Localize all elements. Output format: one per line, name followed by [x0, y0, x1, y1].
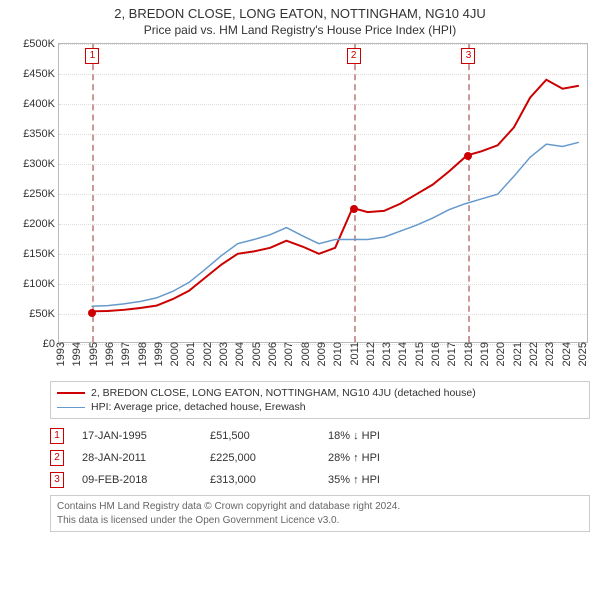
x-tick-label: 2009 — [312, 342, 328, 366]
legend-swatch — [57, 407, 85, 408]
x-tick-label: 2007 — [279, 342, 295, 366]
legend-label: HPI: Average price, detached house, Erew… — [91, 401, 306, 413]
x-tick-label: 2019 — [475, 342, 491, 366]
legend-item-price-paid: 2, BREDON CLOSE, LONG EATON, NOTTINGHAM,… — [57, 386, 583, 400]
series-hpi — [91, 142, 578, 306]
sale-row-diff: 18% ↓ HPI — [328, 430, 448, 442]
x-tick-label: 2005 — [247, 342, 263, 366]
sale-row-price: £225,000 — [210, 452, 310, 464]
y-tick-label: £200K — [23, 218, 59, 230]
chart-area: £0£50K£100K£150K£200K£250K£300K£350K£400… — [8, 43, 592, 343]
x-tick-label: 2021 — [508, 342, 524, 366]
sale-row-date: 28-JAN-2011 — [82, 452, 192, 464]
x-tick-label: 2000 — [165, 342, 181, 366]
footer-line: This data is licensed under the Open Gov… — [57, 514, 583, 528]
x-tick-label: 2015 — [410, 342, 426, 366]
x-tick-label: 2010 — [328, 342, 344, 366]
y-tick-label: £500K — [23, 38, 59, 50]
sale-row-price: £51,500 — [210, 430, 310, 442]
sale-row-badge: 3 — [50, 472, 64, 488]
sales-row: 3 09-FEB-2018 £313,000 35% ↑ HPI — [50, 469, 590, 491]
x-tick-label: 1997 — [116, 342, 132, 366]
y-tick-label: £300K — [23, 158, 59, 170]
chart-title: 2, BREDON CLOSE, LONG EATON, NOTTINGHAM,… — [0, 6, 600, 21]
x-tick-label: 2006 — [263, 342, 279, 366]
x-tick-label: 2017 — [442, 342, 458, 366]
x-tick-label: 2013 — [377, 342, 393, 366]
sale-row-badge: 1 — [50, 428, 64, 444]
sales-row: 1 17-JAN-1995 £51,500 18% ↓ HPI — [50, 425, 590, 447]
legend-swatch — [57, 392, 85, 394]
y-tick-label: £250K — [23, 188, 59, 200]
x-tick-label: 2016 — [426, 342, 442, 366]
x-tick-label: 2011 — [345, 342, 361, 366]
x-tick-label: 2003 — [214, 342, 230, 366]
x-tick-label: 2025 — [573, 342, 589, 366]
sale-row-diff: 28% ↑ HPI — [328, 452, 448, 464]
x-tick-label: 2012 — [361, 342, 377, 366]
y-tick-label: £100K — [23, 278, 59, 290]
x-tick-label: 2023 — [540, 342, 556, 366]
sale-row-badge: 2 — [50, 450, 64, 466]
x-tick-label: 2002 — [198, 342, 214, 366]
y-tick-label: £400K — [23, 98, 59, 110]
sale-row-price: £313,000 — [210, 474, 310, 486]
y-tick-label: £450K — [23, 68, 59, 80]
x-tick-label: 2001 — [181, 342, 197, 366]
sales-table: 1 17-JAN-1995 £51,500 18% ↓ HPI 2 28-JAN-2011… — [50, 425, 590, 491]
sales-row: 2 28-JAN-2011 £225,000 28% ↑ HPI — [50, 447, 590, 469]
legend: 2, BREDON CLOSE, LONG EATON, NOTTINGHAM,… — [50, 381, 590, 419]
x-tick-label: 1999 — [149, 342, 165, 366]
x-tick-label: 2022 — [524, 342, 540, 366]
series-price_paid — [92, 80, 579, 312]
legend-label: 2, BREDON CLOSE, LONG EATON, NOTTINGHAM,… — [91, 387, 476, 399]
footer-attribution: Contains HM Land Registry data © Crown c… — [50, 495, 590, 532]
line-layer — [59, 44, 587, 342]
y-tick-label: £150K — [23, 248, 59, 260]
x-tick-label: 2004 — [230, 342, 246, 366]
x-tick-label: 2018 — [459, 342, 475, 366]
x-tick-label: 1993 — [51, 342, 67, 366]
x-tick-label: 2014 — [393, 342, 409, 366]
y-tick-label: £350K — [23, 128, 59, 140]
y-tick-label: £50K — [29, 308, 59, 320]
title-block: 2, BREDON CLOSE, LONG EATON, NOTTINGHAM,… — [0, 0, 600, 39]
x-tick-label: 2024 — [557, 342, 573, 366]
sale-row-date: 17-JAN-1995 — [82, 430, 192, 442]
sale-row-date: 09-FEB-2018 — [82, 474, 192, 486]
x-tick-label: 1998 — [133, 342, 149, 366]
x-tick-label: 1995 — [84, 342, 100, 366]
plot-area: £0£50K£100K£150K£200K£250K£300K£350K£400… — [58, 43, 588, 343]
x-tick-label: 1996 — [100, 342, 116, 366]
legend-item-hpi: HPI: Average price, detached house, Erew… — [57, 400, 583, 414]
sale-row-diff: 35% ↑ HPI — [328, 474, 448, 486]
x-tick-label: 2008 — [296, 342, 312, 366]
x-tick-label: 1994 — [67, 342, 83, 366]
footer-line: Contains HM Land Registry data © Crown c… — [57, 500, 583, 514]
chart-subtitle: Price paid vs. HM Land Registry's House … — [0, 23, 600, 37]
x-tick-label: 2020 — [491, 342, 507, 366]
